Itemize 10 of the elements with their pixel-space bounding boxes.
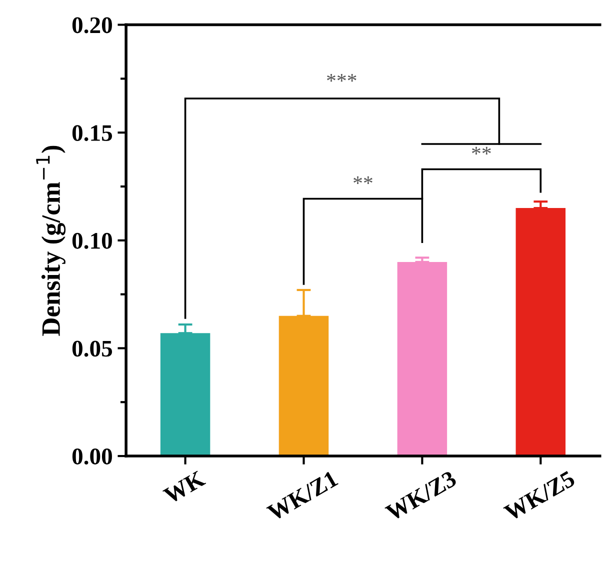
annotation: ** xyxy=(472,146,491,154)
y-tick-label: 0.15 xyxy=(72,125,112,142)
y-axis-title: Density (g/cm$^{−1}$) xyxy=(36,146,66,336)
y-tick-label: 0.10 xyxy=(72,232,112,249)
annotation: ** xyxy=(354,176,372,184)
y-tick-label: 0.00 xyxy=(72,448,112,465)
annotation: *** xyxy=(327,74,356,82)
y-tick-label: 0.20 xyxy=(72,17,112,34)
y-tick-label: 0.05 xyxy=(72,340,112,357)
x-tick-label: WK xyxy=(162,470,206,505)
